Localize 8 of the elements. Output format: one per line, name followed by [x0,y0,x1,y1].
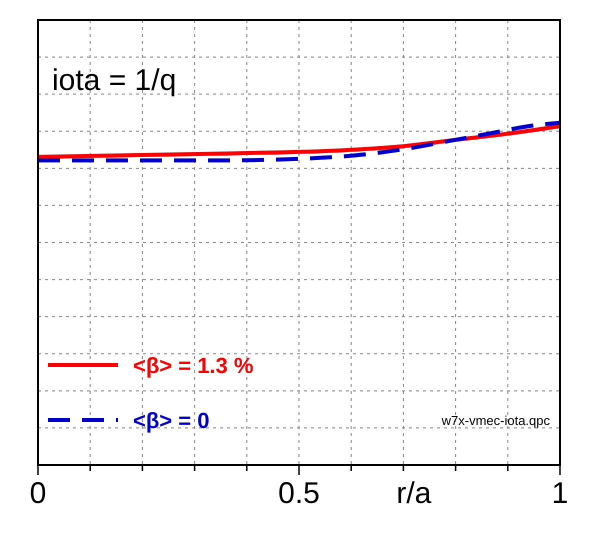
annotation: w7x-vmec-iota.qpc [440,413,550,428]
x-tick-label: 0 [30,477,46,510]
x-tick-label: 0.5 [278,477,320,510]
x-axis-title: r/a [396,477,432,510]
x-tick-label: 1 [552,477,568,510]
legend-label: <β> = 1.3 % [133,353,254,378]
chart-title: iota = 1/q [52,64,176,97]
legend-label: <β> = 0 [133,408,210,433]
